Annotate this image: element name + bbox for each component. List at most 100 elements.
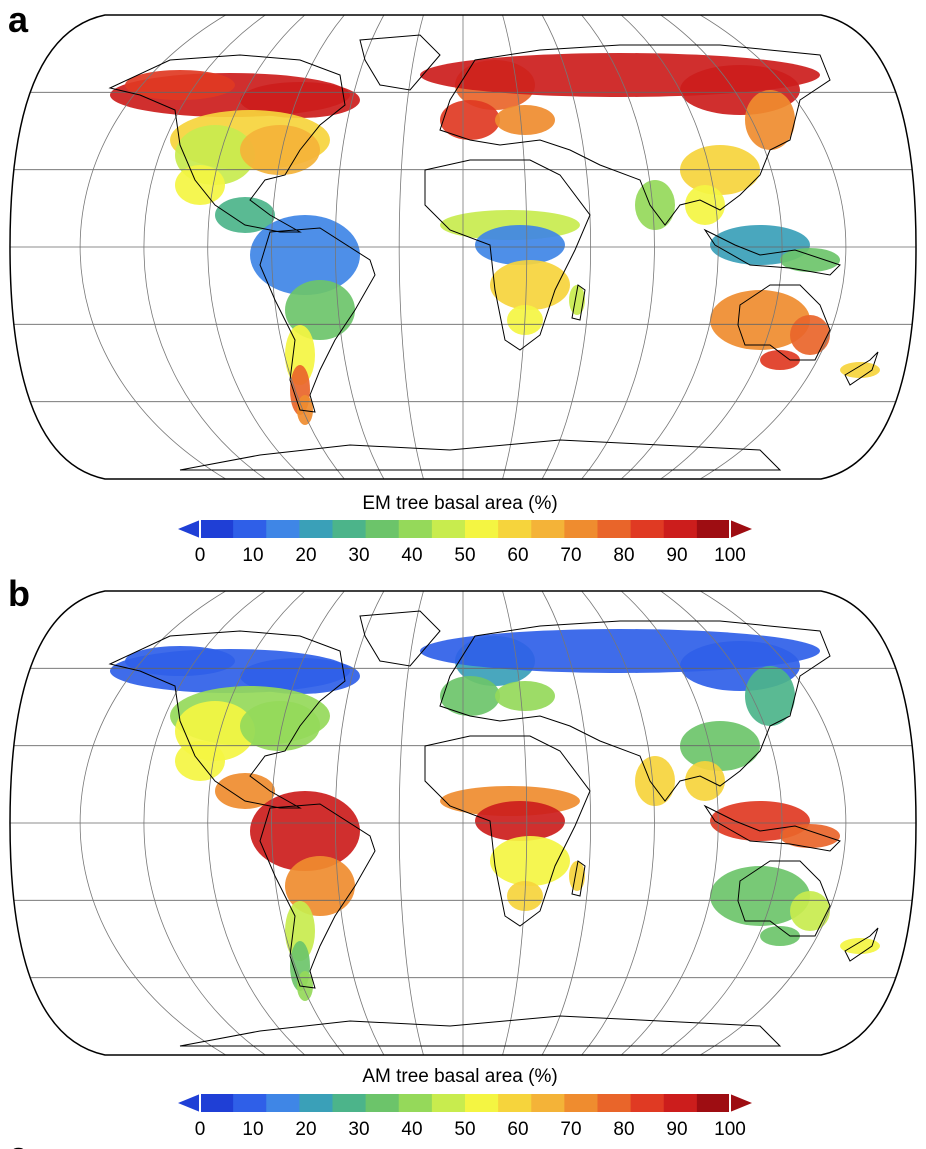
colorbar-segment [266, 520, 300, 538]
colorbar-segment [663, 1094, 698, 1112]
vegetation-region [475, 801, 565, 841]
colorbar-segment [696, 1094, 731, 1112]
colorbar-tick-label: 70 [560, 545, 581, 566]
meridian-line [207, 15, 306, 479]
coastline [259, 803, 376, 989]
vegetation-region [175, 165, 225, 205]
vegetation-region [297, 395, 313, 425]
colorbar-title-b: AM tree basal area (%) [362, 1066, 558, 1087]
colorbar-under-arrow [178, 1094, 200, 1112]
colorbar-tick-label: 0 [195, 1119, 206, 1140]
colorbar-tick-label: 30 [348, 1119, 369, 1140]
vegetation-region [240, 658, 360, 694]
colorbar-segment [299, 1094, 333, 1112]
vegetation-region [297, 971, 313, 1001]
meridian-line [581, 15, 655, 479]
colorbar-tick-label: 30 [348, 545, 369, 566]
colorbar-title-a: EM tree basal area (%) [362, 493, 558, 514]
colorbar-tick-label: 60 [507, 1119, 528, 1140]
coastline [179, 439, 782, 471]
vegetation-region [175, 741, 225, 781]
colorbar-segment [498, 520, 532, 538]
vegetation-region [490, 260, 570, 310]
meridian-line [660, 591, 783, 1055]
vegetation-region [495, 105, 555, 135]
vegetation-region [285, 325, 315, 385]
coastline [259, 227, 376, 413]
vegetation-region [745, 90, 795, 150]
colorbar-tick-label: 100 [714, 545, 746, 566]
meridian-line [207, 591, 306, 1055]
meridian-line [700, 15, 847, 479]
meridian-line [79, 15, 226, 479]
meridian-line [398, 591, 424, 1055]
colorbar-segment [597, 1094, 632, 1112]
colorbar-tick-label: 50 [454, 545, 475, 566]
colorbar-segment [597, 520, 632, 538]
colorbar-segment [332, 520, 367, 538]
coastline [424, 159, 591, 351]
colorbar-segment [332, 1094, 367, 1112]
vegetation-region [780, 248, 840, 272]
meridian-line [271, 591, 345, 1055]
panel-letter-b: b [8, 573, 30, 614]
colorbar-b: 0 10 20 30 40 50 60 70 80 90 100 [178, 1094, 752, 1140]
colorbar-segment [233, 520, 267, 538]
colorbar-tick-label: 20 [295, 545, 316, 566]
colorbar-tick-label: 60 [507, 545, 528, 566]
vegetation-region [440, 100, 500, 140]
panel-letter-c-cutoff: c [8, 1137, 28, 1149]
map-panel-b [9, 590, 917, 1056]
coastline [108, 54, 346, 233]
colorbar-segment [299, 520, 333, 538]
colorbar-tick-label: 100 [714, 1119, 746, 1140]
colorbar-segment [630, 1094, 665, 1112]
coastline [844, 351, 879, 386]
vegetation-region [250, 791, 360, 871]
coastline [703, 804, 841, 852]
vegetation-region [710, 866, 810, 926]
colorbar-tick-label: 90 [666, 545, 687, 566]
coastline [179, 1015, 782, 1047]
meridian-line [502, 15, 528, 479]
meridian-line [660, 15, 783, 479]
colorbar-segment [365, 1094, 400, 1112]
colorbar-tick-label: 80 [613, 1119, 634, 1140]
vegetation-region [635, 180, 675, 230]
meridian-line [335, 591, 385, 1055]
vegetation-region [780, 824, 840, 848]
meridian-line [581, 591, 655, 1055]
meridian-line [541, 591, 591, 1055]
coastline [439, 44, 831, 226]
vegetation-region [215, 773, 275, 809]
coastline [703, 228, 841, 276]
colorbar-a: 0 10 20 30 40 50 60 70 80 90 100 [178, 520, 752, 566]
meridian-line [79, 591, 226, 1055]
meridian-line [398, 15, 424, 479]
vegetation-region [840, 938, 880, 954]
colorbar-tick-label: 80 [613, 545, 634, 566]
colorbar-segment [564, 520, 598, 538]
colorbar-tick-label: 90 [666, 1119, 687, 1140]
meridian-line [271, 15, 345, 479]
colorbar-segment [630, 520, 665, 538]
colorbar-segment [663, 520, 698, 538]
colorbar-segment [564, 1094, 598, 1112]
vegetation-region [760, 350, 800, 370]
colorbar-tick-label: 70 [560, 1119, 581, 1140]
meridian-line [541, 15, 591, 479]
map-frame [9, 14, 917, 480]
meridian-line [502, 591, 528, 1055]
colorbar-under-arrow [178, 520, 200, 538]
coastline [571, 284, 586, 321]
colorbar-segment [398, 520, 433, 538]
colorbar-segment [465, 520, 499, 538]
colorbar-over-arrow [730, 520, 752, 538]
colorbar-tick-label: 40 [401, 1119, 422, 1140]
coastline [424, 735, 591, 927]
colorbar-tick-label: 50 [454, 1119, 475, 1140]
colorbar-segment [498, 1094, 532, 1112]
colorbar-segment [531, 520, 565, 538]
coastline [359, 34, 441, 91]
colorbar-segment [696, 520, 731, 538]
